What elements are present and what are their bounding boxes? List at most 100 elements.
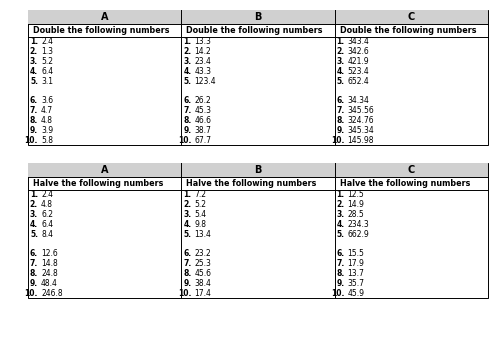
Text: 12.5: 12.5 bbox=[348, 190, 364, 199]
Text: 8.4: 8.4 bbox=[41, 230, 53, 239]
Text: 5.2: 5.2 bbox=[41, 57, 53, 66]
Text: 13.4: 13.4 bbox=[194, 230, 211, 239]
Text: 123.4: 123.4 bbox=[194, 77, 216, 86]
Text: 5.2: 5.2 bbox=[194, 200, 206, 209]
Text: 8.: 8. bbox=[30, 269, 38, 278]
Text: 38.7: 38.7 bbox=[194, 126, 211, 135]
Text: 1.: 1. bbox=[336, 37, 344, 46]
Text: 1.: 1. bbox=[336, 190, 344, 199]
Text: 3.: 3. bbox=[183, 210, 192, 219]
Text: 246.8: 246.8 bbox=[41, 289, 62, 298]
Text: 2.4: 2.4 bbox=[41, 37, 53, 46]
Text: 7.2: 7.2 bbox=[194, 190, 206, 199]
Text: 3.9: 3.9 bbox=[41, 126, 53, 135]
Text: 12.6: 12.6 bbox=[41, 249, 58, 258]
Text: 6.4: 6.4 bbox=[41, 67, 53, 76]
Text: 43.3: 43.3 bbox=[194, 67, 212, 76]
Text: 2.4: 2.4 bbox=[41, 190, 53, 199]
Text: 3.: 3. bbox=[30, 210, 38, 219]
Text: 9.: 9. bbox=[183, 126, 192, 135]
Text: 2.: 2. bbox=[336, 200, 344, 209]
Text: 23.4: 23.4 bbox=[194, 57, 211, 66]
Text: 26.2: 26.2 bbox=[194, 96, 211, 105]
Text: 2.: 2. bbox=[183, 47, 192, 56]
Text: 6.: 6. bbox=[30, 96, 38, 105]
Text: C: C bbox=[408, 12, 415, 22]
Text: 342.6: 342.6 bbox=[348, 47, 370, 56]
Text: 4.: 4. bbox=[183, 220, 192, 229]
Text: Halve the following numbers: Halve the following numbers bbox=[340, 179, 470, 188]
Text: A: A bbox=[101, 165, 108, 175]
Text: 5.4: 5.4 bbox=[194, 210, 206, 219]
Text: 5.: 5. bbox=[336, 77, 344, 86]
Text: 6.4: 6.4 bbox=[41, 220, 53, 229]
Text: 67.7: 67.7 bbox=[194, 136, 212, 145]
Text: 1.: 1. bbox=[183, 190, 192, 199]
Text: 15.5: 15.5 bbox=[348, 249, 364, 258]
Text: 14.8: 14.8 bbox=[41, 259, 58, 268]
Text: 7.: 7. bbox=[183, 106, 192, 115]
Text: 523.4: 523.4 bbox=[348, 67, 370, 76]
Text: 3.: 3. bbox=[336, 210, 344, 219]
Text: Double the following numbers: Double the following numbers bbox=[186, 26, 323, 35]
Text: 3.6: 3.6 bbox=[41, 96, 53, 105]
Text: 35.7: 35.7 bbox=[348, 279, 364, 288]
Text: 324.76: 324.76 bbox=[348, 116, 374, 125]
Text: 14.2: 14.2 bbox=[194, 47, 211, 56]
Text: 3.1: 3.1 bbox=[41, 77, 53, 86]
Text: 5.8: 5.8 bbox=[41, 136, 53, 145]
Text: 5.: 5. bbox=[184, 230, 192, 239]
Text: 10.: 10. bbox=[178, 289, 192, 298]
Text: 13.3: 13.3 bbox=[194, 37, 211, 46]
Text: Double the following numbers: Double the following numbers bbox=[33, 26, 170, 35]
Text: 6.: 6. bbox=[336, 96, 344, 105]
Bar bbox=[28, 10, 488, 24]
Text: 17.9: 17.9 bbox=[348, 259, 364, 268]
Text: 13.7: 13.7 bbox=[348, 269, 364, 278]
Text: 23.2: 23.2 bbox=[194, 249, 211, 258]
Text: 3.: 3. bbox=[30, 57, 38, 66]
Bar bbox=[28, 10, 488, 145]
Text: 7.: 7. bbox=[336, 106, 344, 115]
Text: A: A bbox=[101, 12, 108, 22]
Text: 5.: 5. bbox=[184, 77, 192, 86]
Text: 3.: 3. bbox=[183, 57, 192, 66]
Text: 7.: 7. bbox=[183, 259, 192, 268]
Text: 25.3: 25.3 bbox=[194, 259, 211, 268]
Text: 5.: 5. bbox=[30, 230, 38, 239]
Text: 1.3: 1.3 bbox=[41, 47, 53, 56]
Text: 10.: 10. bbox=[24, 136, 38, 145]
Text: 9.: 9. bbox=[183, 279, 192, 288]
Text: 4.8: 4.8 bbox=[41, 116, 53, 125]
Text: 345.34: 345.34 bbox=[348, 126, 374, 135]
Text: 345.56: 345.56 bbox=[348, 106, 374, 115]
Text: 45.3: 45.3 bbox=[194, 106, 212, 115]
Text: 34.34: 34.34 bbox=[348, 96, 370, 105]
Text: 1.: 1. bbox=[30, 190, 38, 199]
Bar bbox=[28, 163, 488, 177]
Text: B: B bbox=[254, 12, 262, 22]
Text: 2.: 2. bbox=[336, 47, 344, 56]
Text: 9.: 9. bbox=[30, 279, 38, 288]
Text: 6.: 6. bbox=[336, 249, 344, 258]
Text: 662.9: 662.9 bbox=[348, 230, 370, 239]
Text: 6.2: 6.2 bbox=[41, 210, 53, 219]
Text: 9.: 9. bbox=[336, 126, 344, 135]
Text: C: C bbox=[408, 165, 415, 175]
Text: 28.5: 28.5 bbox=[348, 210, 364, 219]
Text: 4.: 4. bbox=[30, 220, 38, 229]
Text: 6.: 6. bbox=[183, 249, 192, 258]
Text: 7.: 7. bbox=[30, 259, 38, 268]
Text: 6.: 6. bbox=[30, 249, 38, 258]
Text: 14.9: 14.9 bbox=[348, 200, 364, 209]
Text: 48.4: 48.4 bbox=[41, 279, 58, 288]
Text: 8.: 8. bbox=[336, 116, 344, 125]
Text: 4.8: 4.8 bbox=[41, 200, 53, 209]
Text: 4.: 4. bbox=[30, 67, 38, 76]
Text: 7.: 7. bbox=[30, 106, 38, 115]
Text: 4.: 4. bbox=[336, 67, 344, 76]
Text: 1.: 1. bbox=[30, 37, 38, 46]
Text: 10.: 10. bbox=[24, 289, 38, 298]
Text: 46.6: 46.6 bbox=[194, 116, 212, 125]
Text: Halve the following numbers: Halve the following numbers bbox=[33, 179, 164, 188]
